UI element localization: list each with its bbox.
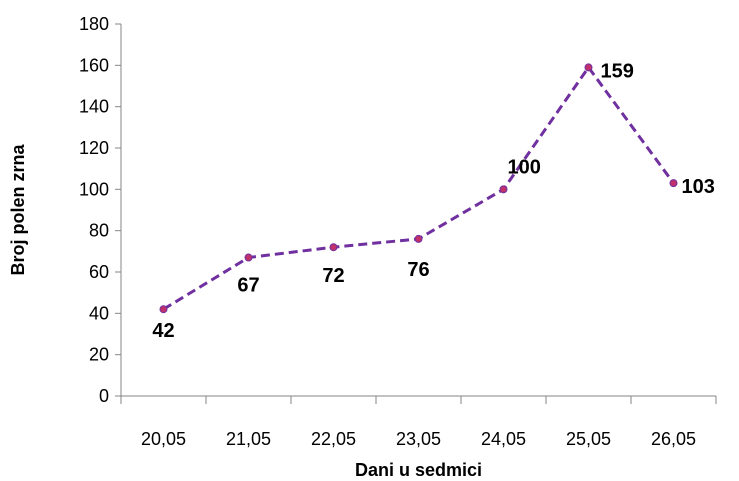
x-tick-label: 22,05 <box>311 429 356 449</box>
y-tick-label: 80 <box>89 221 109 241</box>
data-labels: 42 67 72 76 100 159 103 <box>152 60 715 342</box>
y-tick-label: 120 <box>79 138 109 158</box>
data-point <box>414 234 423 243</box>
y-tick-label: 0 <box>99 386 109 406</box>
x-tick-label: 20,05 <box>141 429 186 449</box>
x-tick-label: 25,05 <box>566 429 611 449</box>
data-label: 100 <box>508 156 541 178</box>
data-point <box>159 305 168 314</box>
data-point <box>584 63 593 72</box>
y-tick-label: 160 <box>79 55 109 75</box>
y-tick-label: 140 <box>79 97 109 117</box>
y-axis-title: Broj polen zrna <box>8 144 28 276</box>
x-axis: 20,05 21,05 22,05 23,05 24,05 25,05 26,05 <box>120 395 717 449</box>
data-label: 76 <box>407 259 429 281</box>
y-tick-label: 180 <box>79 14 109 34</box>
series-markers <box>159 63 678 314</box>
x-axis-title: Dani u sedmici <box>355 460 482 480</box>
data-point <box>499 185 508 194</box>
y-tick-label: 60 <box>89 262 109 282</box>
y-tick-label: 100 <box>79 179 109 199</box>
data-point <box>669 179 678 188</box>
data-label: 72 <box>322 265 344 287</box>
x-tick-label: 26,05 <box>651 429 696 449</box>
x-tick-label: 24,05 <box>481 429 526 449</box>
y-tick-label: 40 <box>89 303 109 323</box>
y-axis: 0 20 40 60 80 100 120 140 160 180 <box>79 14 122 406</box>
data-label: 67 <box>237 275 259 297</box>
data-label: 103 <box>682 176 715 198</box>
x-tick-label: 23,05 <box>396 429 441 449</box>
data-label: 42 <box>152 320 174 342</box>
x-tick-label: 21,05 <box>226 429 271 449</box>
data-point <box>329 243 338 252</box>
data-point <box>244 253 253 262</box>
y-tick-label: 20 <box>89 345 109 365</box>
data-label: 159 <box>601 60 634 82</box>
